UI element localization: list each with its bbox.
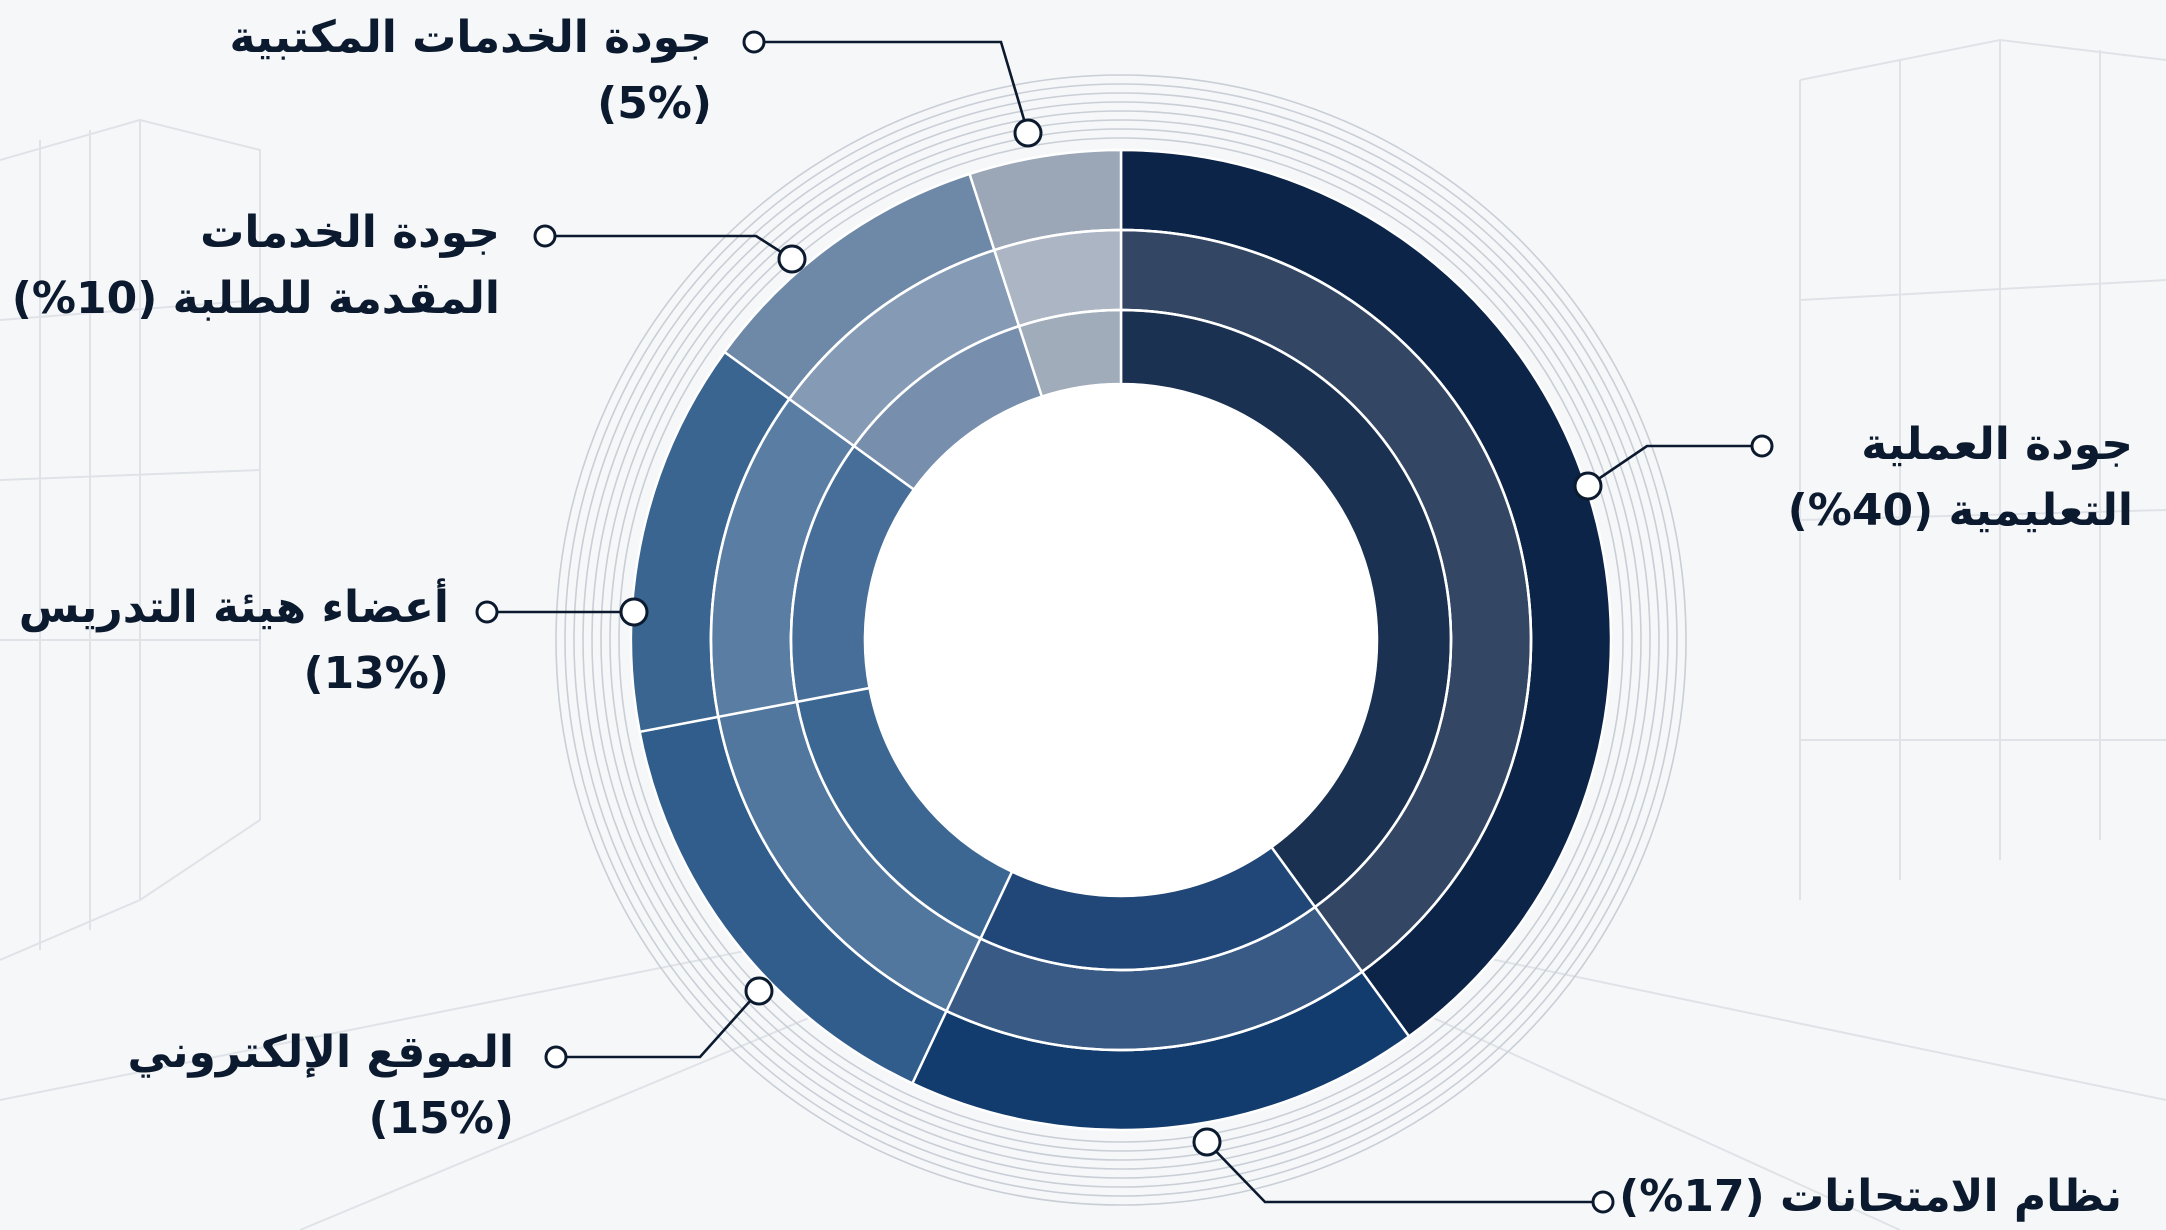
donut-hole [864,383,1378,897]
label-line: (15%) [368,1093,514,1144]
band-separator [709,228,1533,1052]
decor-ring [600,119,1642,1161]
leader-dot-label-3 [475,600,499,624]
label-library-services: جودة الخدمات المكتبية (5%) [230,5,712,137]
leader-dot-slice-5 [1013,118,1043,148]
label-line: جودة العملية [1861,419,2133,470]
leader-line-5 [754,40,1030,134]
leader-line-1 [1206,1141,1603,1204]
label-line: جودة الخدمات المكتبية [229,12,712,63]
label-line: (13%) [303,648,449,699]
leader-line-2 [556,990,760,1059]
decor-ring [573,92,1669,1188]
leader-dot-label-2 [544,1045,568,1069]
leader-dot-slice-2 [744,976,774,1006]
label-line: المقدمة للطلبة (10%) [11,273,500,324]
leader-dot-label-0 [1750,434,1774,458]
leader-dot-slice-1 [1192,1127,1222,1157]
decor-ring [582,101,1660,1179]
label-educational-process: جودة العملية التعليمية (40%) [1788,412,2133,544]
label-line: الموقع الإلكتروني [127,1027,514,1078]
leader-line-4 [545,234,793,261]
decor-ring [564,83,1678,1197]
label-line: التعليمية (40%) [1787,485,2133,536]
label-website: الموقع الإلكتروني (15%) [127,1020,514,1152]
leader-dot-label-4 [533,224,557,248]
leader-dot-label-5 [742,30,766,54]
leader-dot-slice-0 [1573,471,1603,501]
leader-line-0 [1587,444,1762,488]
label-faculty-members: أعضاء هيئة التدريس (13%) [19,575,449,707]
band-separator [789,308,1453,972]
label-line: (5%) [597,78,712,129]
label-line: جودة الخدمات [200,207,500,258]
decor-ring [555,74,1687,1206]
decor-ring [609,128,1633,1152]
leader-dot-slice-4 [777,244,807,274]
label-student-services: جودة الخدمات المقدمة للطلبة (10%) [12,200,500,332]
decor-ring [591,110,1651,1170]
label-line: نظام الامتحانات (17%) [1619,1171,2122,1222]
leader-dot-slice-3 [619,597,649,627]
label-exams-system: نظام الامتحانات (17%) [1619,1164,2122,1230]
decor-ring [618,137,1624,1143]
label-line: أعضاء هيئة التدريس [18,582,449,633]
leader-dot-label-1 [1591,1190,1615,1214]
